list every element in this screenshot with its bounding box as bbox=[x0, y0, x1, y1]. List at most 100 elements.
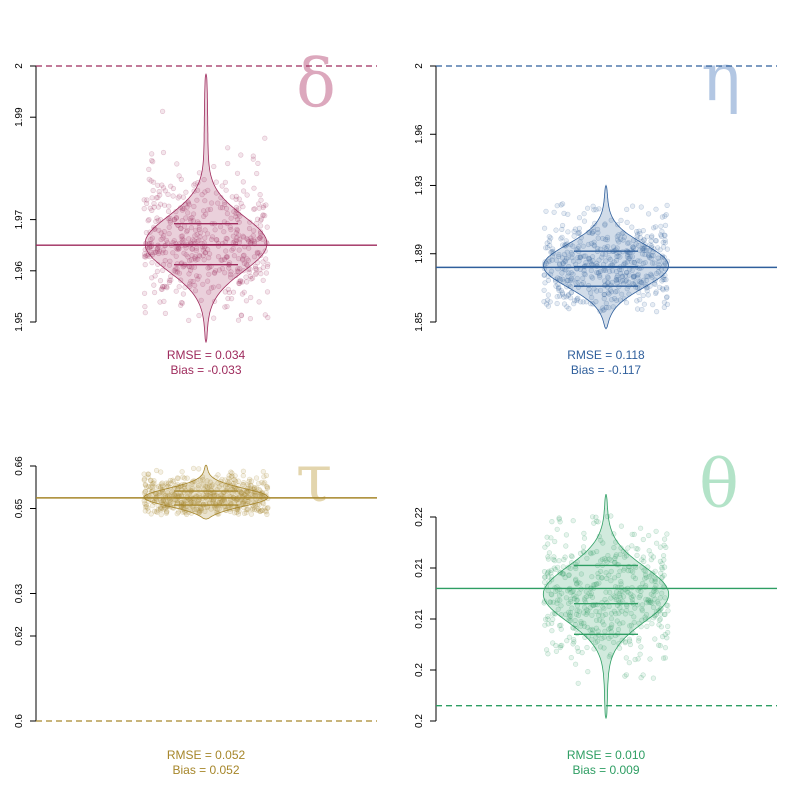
sample-point bbox=[622, 639, 628, 646]
sample-point bbox=[264, 264, 271, 270]
sample-point bbox=[577, 254, 584, 260]
y-tick-label: 0.66 bbox=[14, 456, 25, 476]
sample-point bbox=[171, 238, 177, 244]
sample-point bbox=[244, 256, 250, 262]
sample-point bbox=[549, 257, 555, 263]
sample-point bbox=[240, 499, 246, 505]
sample-point bbox=[161, 298, 167, 305]
sample-point bbox=[658, 605, 664, 611]
sample-point bbox=[189, 485, 195, 492]
sample-point bbox=[566, 609, 572, 615]
sample-point bbox=[541, 598, 548, 604]
sample-point bbox=[161, 233, 167, 239]
sample-point bbox=[601, 278, 608, 284]
sample-point bbox=[635, 638, 642, 644]
sample-point bbox=[237, 503, 243, 510]
violin-shape bbox=[144, 73, 268, 343]
sample-point bbox=[560, 571, 566, 577]
sample-point bbox=[549, 249, 555, 255]
sample-point bbox=[635, 271, 641, 277]
sample-point bbox=[568, 654, 574, 661]
sample-point bbox=[614, 222, 621, 228]
sample-point bbox=[640, 536, 646, 543]
sample-point bbox=[627, 638, 633, 644]
sample-point bbox=[568, 290, 574, 296]
sample-point bbox=[601, 622, 607, 628]
sample-point bbox=[170, 250, 176, 256]
sample-point bbox=[629, 531, 635, 537]
sample-point bbox=[228, 227, 234, 233]
sample-point bbox=[142, 262, 148, 268]
sample-point bbox=[584, 624, 591, 631]
sample-point bbox=[224, 254, 230, 260]
sample-point bbox=[207, 483, 213, 489]
sample-point bbox=[160, 284, 166, 290]
sample-point bbox=[153, 249, 159, 255]
sample-point bbox=[164, 284, 170, 290]
sample-point bbox=[245, 506, 251, 512]
sample-point bbox=[581, 271, 587, 277]
sample-point bbox=[634, 231, 641, 237]
sample-point bbox=[641, 243, 647, 249]
sample-point bbox=[191, 188, 197, 194]
sample-point bbox=[143, 230, 149, 236]
sample-point bbox=[605, 552, 611, 559]
sample-point bbox=[650, 593, 656, 599]
sample-point bbox=[243, 510, 249, 516]
sample-point bbox=[559, 571, 566, 577]
sample-point bbox=[595, 519, 601, 525]
sample-point bbox=[195, 180, 201, 186]
sample-point bbox=[626, 636, 633, 642]
sample-point bbox=[623, 553, 630, 559]
sample-point bbox=[158, 506, 164, 513]
sample-point bbox=[622, 673, 628, 679]
sample-point bbox=[192, 254, 198, 260]
sample-point bbox=[652, 277, 658, 283]
sample-point bbox=[229, 296, 235, 302]
sample-point bbox=[152, 289, 158, 296]
sample-point bbox=[636, 228, 642, 234]
sample-point bbox=[575, 295, 581, 301]
sample-point bbox=[624, 254, 631, 260]
sample-point bbox=[650, 570, 656, 576]
sample-point bbox=[175, 195, 181, 201]
sample-point bbox=[550, 556, 557, 563]
sample-point bbox=[603, 589, 609, 595]
sample-point bbox=[234, 216, 241, 222]
sample-point bbox=[167, 218, 173, 224]
sample-point bbox=[175, 509, 182, 515]
sample-point bbox=[238, 152, 244, 158]
sample-point bbox=[197, 253, 203, 259]
sample-point bbox=[176, 270, 183, 276]
sample-point bbox=[593, 639, 599, 646]
sample-point bbox=[163, 510, 169, 516]
sample-point bbox=[226, 289, 232, 296]
sample-point bbox=[554, 526, 560, 532]
sample-point bbox=[185, 254, 191, 260]
sample-point bbox=[614, 288, 620, 294]
sample-point bbox=[568, 289, 575, 296]
sample-point bbox=[596, 617, 603, 623]
sample-point bbox=[643, 282, 649, 288]
sample-point bbox=[657, 643, 663, 649]
bias-label: Bias = -0.033 bbox=[170, 363, 241, 377]
sample-point bbox=[610, 244, 617, 250]
sample-point bbox=[585, 229, 592, 235]
sample-point bbox=[568, 589, 574, 596]
sample-point bbox=[228, 274, 234, 280]
sample-point bbox=[182, 481, 188, 488]
sample-point bbox=[608, 624, 614, 630]
sample-point bbox=[192, 478, 198, 484]
sample-point bbox=[142, 489, 148, 495]
sample-point bbox=[210, 284, 216, 290]
sample-point bbox=[614, 237, 621, 243]
sample-point bbox=[148, 511, 154, 517]
sample-point bbox=[659, 633, 666, 640]
sample-point bbox=[585, 668, 591, 675]
sample-point bbox=[581, 530, 587, 537]
sample-point bbox=[235, 268, 241, 275]
sample-point bbox=[246, 238, 252, 245]
sample-point bbox=[548, 535, 554, 541]
sample-point bbox=[195, 499, 201, 505]
sample-point bbox=[186, 317, 192, 324]
